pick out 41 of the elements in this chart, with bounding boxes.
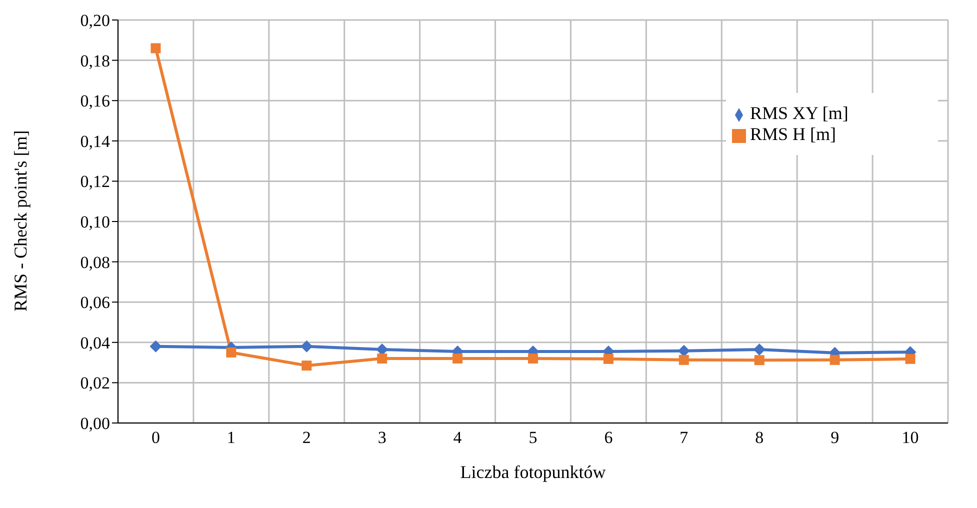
- y-tick-label: 0,10: [80, 212, 110, 232]
- x-tick-label: 5: [528, 428, 538, 448]
- y-tick-label: 0,00: [80, 414, 110, 434]
- point: [528, 354, 538, 364]
- y-tick-label: 0,12: [80, 172, 110, 192]
- point: [376, 343, 388, 356]
- point: [753, 343, 766, 356]
- y-tick-label: 0,14: [80, 132, 110, 151]
- x-tick-label: 2: [302, 428, 311, 448]
- y-tick-label: 0,16: [80, 92, 110, 111]
- x-tick-label: 9: [830, 428, 840, 448]
- point: [226, 347, 236, 358]
- point: [603, 354, 614, 364]
- x-tick-label: 4: [453, 428, 462, 448]
- x-tick-label: 0: [151, 428, 160, 448]
- legend-label: RMS XY [m]: [750, 103, 848, 123]
- point: [830, 354, 840, 365]
- y-tick-label: 0,06: [80, 293, 110, 312]
- point: [150, 43, 161, 54]
- x-tick-label: 6: [604, 428, 613, 448]
- x-tick-label: 7: [680, 428, 689, 448]
- point: [905, 354, 916, 364]
- point: [300, 340, 313, 352]
- y-axis-title: RMS - Check point's [m]: [10, 130, 30, 312]
- y-tick-label: 0,04: [80, 333, 110, 352]
- x-tick-label: 1: [226, 428, 236, 448]
- legend-label: RMS H [m]: [750, 124, 836, 144]
- x-tick-label: 8: [755, 428, 764, 448]
- x-axis-title: Liczba fotopunktów: [460, 462, 606, 482]
- y-tick-label: 0,20: [80, 11, 110, 30]
- y-tick-label: 0,02: [80, 374, 110, 393]
- y-tick-label: 0,08: [80, 252, 110, 272]
- x-tick-label: 10: [902, 428, 919, 448]
- point: [452, 354, 463, 364]
- y-tick-label: 0,18: [80, 51, 110, 70]
- x-tick-label: 3: [378, 428, 386, 448]
- point: [678, 354, 689, 365]
- point: [302, 360, 312, 371]
- point: [377, 354, 388, 364]
- point: [754, 355, 764, 366]
- point: [150, 340, 162, 352]
